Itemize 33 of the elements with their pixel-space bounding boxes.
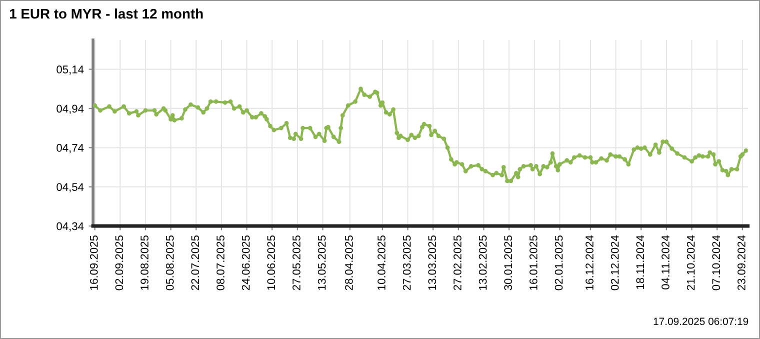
x-tick-label: 02.01.2025	[554, 236, 563, 290]
x-tick-label: 16.09.2025	[90, 236, 98, 290]
x-tick-label: 23.09.2024	[738, 235, 746, 290]
y-tick-label: 04,54	[56, 183, 84, 192]
x-tick-label: 22.07.2025	[191, 236, 200, 290]
x-tick-label: 27.05.2025	[292, 236, 300, 290]
x-tick-label: 24.06.2025	[242, 236, 250, 290]
x-tick-label: 07.10.2024	[712, 235, 720, 290]
x-tick-label: 30.01.2025	[504, 236, 512, 290]
x-tick-label: 13.02.2025	[478, 236, 487, 290]
x-tick-label: 27.03.2025	[402, 236, 411, 290]
text: 17.09.2025 06:07:19	[654, 318, 748, 326]
x-tick-label: 10.04.2025	[378, 236, 386, 290]
y-tick-label: 04,34	[56, 222, 84, 232]
x-tick-label: 10.06.2025	[267, 236, 276, 290]
x-tick-label: 02.12.2024	[610, 235, 619, 290]
x-tick-label: 05.08.2025	[166, 236, 174, 290]
x-tick-label: 13.05.2025	[318, 236, 326, 290]
chart-title: 1 EUR to MYR - last 12 month	[10, 8, 203, 19]
x-tick-label: 21.10.2024	[686, 235, 695, 290]
x-tick-label: 18.11.2024	[636, 235, 644, 289]
x-tick-label: 08.07.2025	[216, 236, 224, 290]
x-tick-label: 27.02.2025	[454, 236, 462, 290]
y-tick-label: 04,74	[56, 144, 84, 154]
x-tick-label: 19.08.2025	[140, 236, 148, 290]
x-tick-label: 16.01.2025	[530, 236, 538, 290]
x-tick-label: 04.11.2024	[662, 235, 670, 290]
y-tick-label: 05,14	[56, 66, 84, 75]
x-tick-label: 28.04.2025	[345, 236, 353, 290]
y-tick-label: 04,94	[56, 104, 84, 114]
x-tick-label: 13.03.2025	[428, 236, 436, 290]
x-tick-label: 02.09.2025	[115, 236, 124, 290]
x-tick-label: 16.12.2024	[586, 235, 594, 290]
